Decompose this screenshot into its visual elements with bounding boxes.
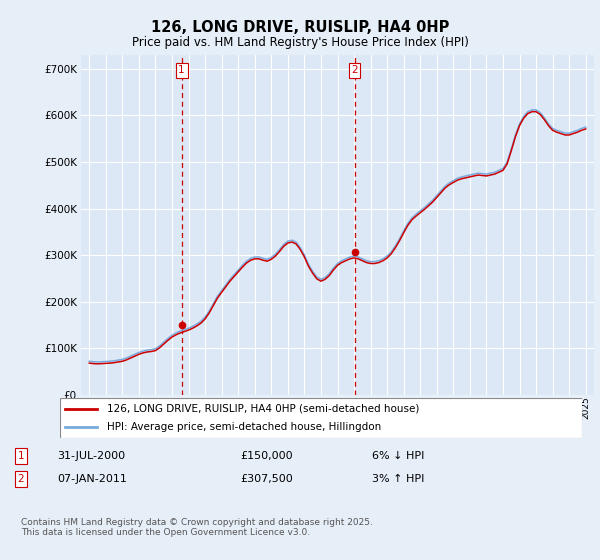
Text: HPI: Average price, semi-detached house, Hillingdon: HPI: Average price, semi-detached house,… xyxy=(107,422,381,432)
Text: £150,000: £150,000 xyxy=(240,451,293,461)
Text: £307,500: £307,500 xyxy=(240,474,293,484)
Text: 1: 1 xyxy=(178,65,185,75)
Text: 2: 2 xyxy=(17,474,25,484)
Text: Price paid vs. HM Land Registry's House Price Index (HPI): Price paid vs. HM Land Registry's House … xyxy=(131,36,469,49)
FancyBboxPatch shape xyxy=(60,398,582,438)
Text: 3% ↑ HPI: 3% ↑ HPI xyxy=(372,474,424,484)
Text: 6% ↓ HPI: 6% ↓ HPI xyxy=(372,451,424,461)
Text: 07-JAN-2011: 07-JAN-2011 xyxy=(57,474,127,484)
Text: 31-JUL-2000: 31-JUL-2000 xyxy=(57,451,125,461)
Text: 1: 1 xyxy=(17,451,25,461)
Text: 126, LONG DRIVE, RUISLIP, HA4 0HP (semi-detached house): 126, LONG DRIVE, RUISLIP, HA4 0HP (semi-… xyxy=(107,404,419,414)
Text: Contains HM Land Registry data © Crown copyright and database right 2025.
This d: Contains HM Land Registry data © Crown c… xyxy=(21,518,373,538)
Text: 2: 2 xyxy=(351,65,358,75)
Text: 126, LONG DRIVE, RUISLIP, HA4 0HP: 126, LONG DRIVE, RUISLIP, HA4 0HP xyxy=(151,20,449,35)
